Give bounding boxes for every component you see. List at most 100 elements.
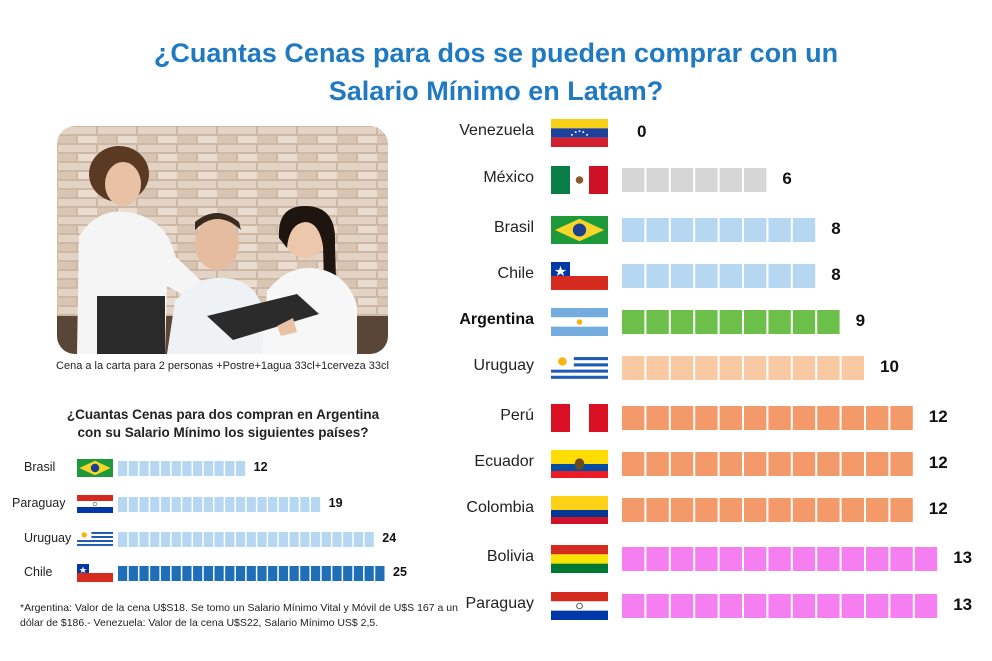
- bar-segment: [768, 547, 791, 571]
- ecuador-flag: [551, 450, 608, 478]
- value-label: 9: [855, 311, 866, 330]
- bar-segment: [246, 496, 256, 512]
- bar-segment: [670, 594, 694, 618]
- bar-segment: [225, 496, 235, 512]
- bar-segment: [768, 498, 791, 522]
- bar-segment: [695, 547, 718, 571]
- bar: [622, 547, 938, 571]
- bar-segment: [139, 565, 149, 581]
- value-label: 25: [393, 565, 407, 579]
- bar-segment: [768, 356, 791, 380]
- bar-segment: [768, 264, 791, 288]
- bar-segment: [182, 460, 192, 476]
- bar-segment: [744, 498, 767, 522]
- bar-segment: [622, 452, 645, 476]
- bar-segment: [289, 531, 299, 547]
- category-label: Brasil: [493, 219, 534, 236]
- bar-segment: [622, 594, 645, 618]
- value-label: 13: [953, 548, 973, 567]
- bar-segment: [792, 264, 816, 288]
- bar-segment: [246, 531, 256, 547]
- bar-segment: [310, 531, 321, 547]
- category-label: Venezuela: [459, 122, 534, 139]
- footnote-line-1: *Argentina: Valor de la cena U$S18. Se t…: [20, 602, 458, 614]
- bar-segment: [817, 356, 840, 380]
- bar-segment: [768, 310, 791, 334]
- bar-segment: [171, 460, 181, 476]
- value-label: 12: [928, 499, 948, 518]
- bar-segment: [670, 218, 694, 242]
- bar-segment: [150, 531, 160, 547]
- bar-segment: [268, 496, 278, 512]
- bar-segment: [171, 496, 181, 512]
- bar-segment: [841, 452, 864, 476]
- bar-segment: [744, 356, 767, 380]
- bar-segment: [235, 531, 246, 547]
- bar-segment: [768, 594, 791, 618]
- category-label: Perú: [500, 407, 534, 424]
- value-label: 8: [831, 219, 841, 238]
- bar-segment: [310, 496, 321, 512]
- category-label: Paraguay: [12, 496, 66, 510]
- bar-segment: [768, 406, 791, 430]
- bar-segment: [343, 565, 353, 581]
- bar-segment: [203, 496, 213, 512]
- bar-segment: [792, 310, 816, 334]
- bar-segment: [744, 406, 767, 430]
- bar-segment: [890, 547, 913, 571]
- bar-segment: [171, 565, 181, 581]
- bar-segment: [719, 547, 742, 571]
- category-label: Chile: [24, 565, 53, 579]
- bar-segment: [670, 356, 694, 380]
- bar-segment: [128, 565, 138, 581]
- bar-segment: [182, 496, 192, 512]
- bar-segment: [118, 565, 128, 581]
- bar-segment: [364, 531, 374, 547]
- bar-segment: [646, 356, 669, 380]
- bar-segment: [235, 496, 246, 512]
- brasil-flag: [77, 459, 113, 477]
- bar-segment: [214, 565, 224, 581]
- bar-segment: [193, 460, 203, 476]
- bar-segment: [622, 547, 645, 571]
- restaurant-photo: [57, 126, 388, 354]
- bar-segment: [300, 565, 310, 581]
- bar-segment: [622, 264, 645, 288]
- value-label: 13: [953, 595, 973, 614]
- bar-segment: [622, 498, 645, 522]
- bar-segment: [353, 531, 364, 547]
- bar-segment: [128, 460, 138, 476]
- bar-segment: [150, 460, 160, 476]
- bar: [118, 531, 374, 547]
- bar-segment: [866, 498, 889, 522]
- category-label: Paraguay: [465, 595, 535, 612]
- bar-segment: [670, 310, 694, 334]
- bar-segment: [695, 594, 718, 618]
- bar-segment: [246, 565, 256, 581]
- bar: [622, 594, 938, 618]
- bar-segment: [695, 168, 718, 192]
- bolivia-flag: [551, 545, 608, 573]
- bar-segment: [670, 168, 694, 192]
- bar-segment: [695, 264, 718, 288]
- bar: [622, 310, 840, 334]
- bar: [622, 264, 816, 288]
- photo-caption: Cena a la carta para 2 personas +Postre+…: [56, 360, 389, 372]
- bar-segment: [321, 565, 331, 581]
- bar-segment: [257, 531, 267, 547]
- bar-segment: [118, 531, 128, 547]
- bar-segment: [792, 406, 816, 430]
- bar-segment: [182, 531, 192, 547]
- bar-segment: [719, 264, 742, 288]
- category-label: Argentina: [459, 311, 534, 328]
- bar-segment: [866, 594, 889, 618]
- bar-segment: [300, 531, 310, 547]
- bar-segment: [841, 356, 864, 380]
- bar-segment: [622, 310, 645, 334]
- bar-segment: [289, 496, 299, 512]
- bar-segment: [817, 310, 840, 334]
- bar-segment: [214, 496, 224, 512]
- bar-segment: [792, 498, 816, 522]
- bar-segment: [139, 460, 149, 476]
- footnote-line-2: dólar de $186.- Venezuela: Valor de la c…: [20, 617, 379, 629]
